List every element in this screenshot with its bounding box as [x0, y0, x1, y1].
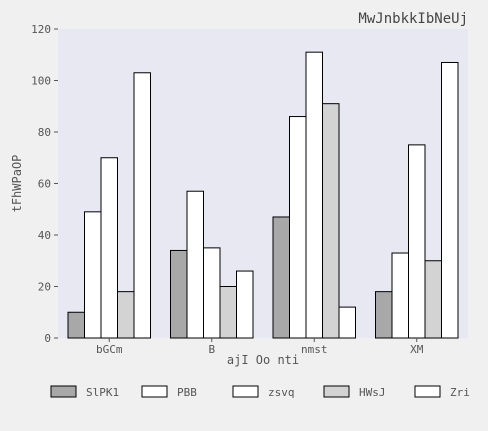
bar-Zri-bGCm: [133, 72, 151, 339]
legend-swatch-Zri: [414, 385, 441, 398]
y-axis-title: tFhWPaOP: [10, 155, 24, 213]
y-axis: 0 20 40 60 80 100 120: [31, 23, 58, 345]
bar-PBB-XM: [391, 252, 409, 339]
y-tick-label: 120: [31, 23, 51, 36]
bar-zsvq-B: [203, 247, 221, 339]
bar-PBB-bGCm: [84, 211, 102, 339]
bar-zsvq-XM: [408, 144, 426, 339]
bar-HWsJ-nmst: [322, 103, 340, 339]
bar-PBB-B: [186, 190, 204, 339]
y-tick-label: 0: [44, 332, 51, 345]
legend-label-zsvq: zsvq: [268, 386, 295, 399]
legend-swatch-zsvq: [232, 385, 259, 398]
legend-label-SlPK1: SlPK1: [86, 386, 119, 399]
legend: SlPK1 PBB zsvq HWsJ Zri: [50, 385, 470, 399]
bar-zsvq-nmst: [305, 51, 323, 339]
bar-HWsJ-XM: [424, 260, 442, 339]
bar-SlPK1-XM: [375, 291, 393, 339]
x-tick-label: XM: [410, 343, 424, 356]
x-tick-label: bGCm: [96, 343, 123, 356]
y-tick-label: 20: [38, 281, 51, 294]
y-tick-label: 40: [38, 229, 51, 242]
legend-swatch-SlPK1: [50, 385, 77, 398]
y-tick-label: 100: [31, 75, 51, 88]
legend-label-Zri: Zri: [450, 386, 470, 399]
bar-Zri-XM: [441, 61, 459, 339]
y-tick-label: 60: [38, 178, 51, 191]
bar-PBB-nmst: [289, 116, 307, 339]
legend-label-PBB: PBB: [177, 386, 197, 399]
bar-HWsJ-bGCm: [117, 291, 135, 339]
chart-title: MwJnbkkIbNeUj: [358, 11, 468, 27]
legend-swatch-HWsJ: [323, 385, 350, 398]
x-axis-title: ajI Oo nti: [227, 353, 299, 367]
y-tick-label: 80: [38, 126, 51, 139]
x-tick-label: nmst: [301, 343, 328, 356]
bars-group: [67, 51, 459, 339]
bar-SlPK1-nmst: [272, 216, 290, 339]
legend-label-HWsJ: HWsJ: [359, 386, 386, 399]
x-tick-label: B: [208, 343, 215, 356]
bar-Zri-B: [236, 270, 254, 339]
bar-HWsJ-B: [219, 286, 237, 339]
legend-swatch-PBB: [141, 385, 168, 398]
bar-zsvq-bGCm: [100, 157, 118, 339]
bar-Zri-nmst: [338, 306, 356, 339]
bar-SlPK1-B: [170, 249, 188, 339]
bar-SlPK1-bGCm: [67, 311, 85, 339]
